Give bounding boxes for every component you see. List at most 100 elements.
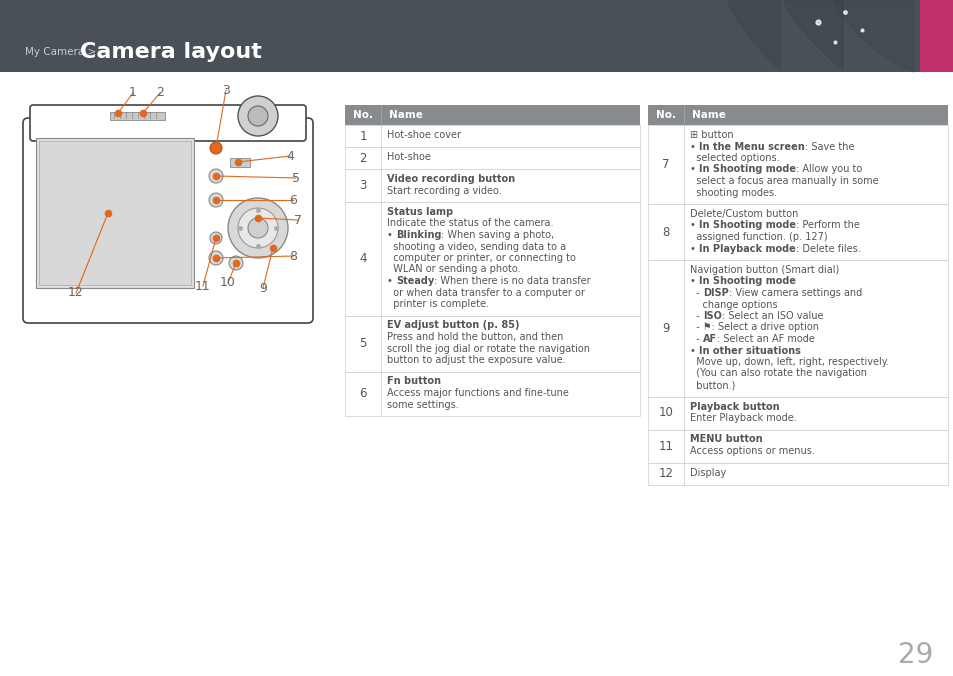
- Text: ISO: ISO: [702, 311, 721, 321]
- Circle shape: [209, 169, 223, 183]
- Text: No.: No.: [353, 110, 373, 120]
- Bar: [345, 316, 639, 372]
- Text: Name: Name: [389, 110, 422, 120]
- Text: Status lamp: Status lamp: [387, 207, 453, 217]
- Bar: [647, 397, 947, 429]
- Text: 2: 2: [156, 87, 164, 99]
- Text: 29: 29: [898, 641, 933, 669]
- Bar: [0, 0, 953, 72]
- Text: : Select an ISO value: : Select an ISO value: [721, 311, 822, 321]
- Text: Access major functions and fine-tune: Access major functions and fine-tune: [387, 388, 568, 398]
- Text: •: •: [689, 345, 699, 356]
- Text: 3: 3: [359, 179, 366, 192]
- Text: Display: Display: [689, 468, 725, 477]
- Text: •: •: [689, 243, 699, 254]
- Text: : Save the: : Save the: [804, 141, 853, 151]
- Bar: [647, 429, 947, 462]
- Text: assigned function. (p. 127): assigned function. (p. 127): [689, 232, 827, 242]
- Bar: [345, 105, 639, 125]
- Text: No.: No.: [656, 110, 676, 120]
- Text: - ⚑: Select a drive option: - ⚑: Select a drive option: [689, 322, 818, 333]
- Text: Hot-shoe: Hot-shoe: [387, 152, 431, 162]
- FancyBboxPatch shape: [23, 118, 313, 323]
- Text: 7: 7: [661, 158, 669, 171]
- Circle shape: [248, 218, 268, 238]
- Circle shape: [209, 193, 223, 207]
- Bar: [647, 204, 947, 260]
- Text: : When there is no data transfer: : When there is no data transfer: [434, 276, 590, 286]
- Text: 1: 1: [129, 87, 137, 99]
- Text: 9: 9: [259, 281, 267, 295]
- Text: Navigation button (Smart dial): Navigation button (Smart dial): [689, 265, 839, 275]
- Bar: [345, 202, 639, 316]
- Bar: [230, 158, 250, 167]
- Text: 10: 10: [658, 406, 673, 420]
- Text: printer is complete.: printer is complete.: [387, 299, 489, 309]
- Bar: [345, 372, 639, 416]
- Text: •: •: [387, 276, 395, 286]
- Text: 11: 11: [195, 279, 211, 293]
- Text: Move up, down, left, right, respectively.: Move up, down, left, right, respectively…: [689, 357, 888, 367]
- Text: Indicate the status of the camera.: Indicate the status of the camera.: [387, 218, 553, 228]
- Text: shooting a video, sending data to a: shooting a video, sending data to a: [387, 241, 565, 251]
- Text: 10: 10: [220, 276, 235, 289]
- Text: -: -: [689, 311, 702, 321]
- Text: 4: 4: [286, 149, 294, 162]
- Text: or when data transfer to a computer or: or when data transfer to a computer or: [387, 287, 584, 297]
- Text: •: •: [689, 276, 699, 287]
- Text: Playback button: Playback button: [689, 402, 779, 412]
- Circle shape: [237, 96, 277, 136]
- Text: 6: 6: [289, 193, 296, 206]
- Text: •: •: [689, 141, 699, 151]
- Text: 1: 1: [359, 130, 366, 143]
- Text: Enter Playback mode.: Enter Playback mode.: [689, 413, 796, 423]
- Text: 5: 5: [359, 337, 366, 350]
- Bar: [39, 141, 191, 285]
- Circle shape: [228, 198, 288, 258]
- Bar: [647, 125, 947, 204]
- Text: : When saving a photo,: : When saving a photo,: [441, 230, 554, 240]
- Text: : Delete files.: : Delete files.: [795, 243, 860, 254]
- Text: DISP: DISP: [702, 288, 728, 298]
- Text: Delete/Custom button: Delete/Custom button: [689, 209, 798, 219]
- Text: 4: 4: [359, 252, 366, 265]
- Circle shape: [248, 106, 268, 126]
- Text: Camera layout: Camera layout: [80, 42, 262, 62]
- Text: EV adjust button (p. 85): EV adjust button (p. 85): [387, 320, 519, 331]
- Text: Blinking: Blinking: [395, 230, 441, 240]
- Text: 8: 8: [289, 249, 296, 262]
- Bar: [36, 138, 193, 288]
- Text: Access options or menus.: Access options or menus.: [689, 446, 814, 456]
- Text: In Shooting mode: In Shooting mode: [699, 220, 795, 231]
- Text: 8: 8: [661, 226, 669, 239]
- Circle shape: [229, 256, 243, 270]
- Text: WLAN or sending a photo.: WLAN or sending a photo.: [387, 264, 520, 274]
- Bar: [345, 169, 639, 202]
- Text: 11: 11: [658, 439, 673, 452]
- Text: In other situations: In other situations: [699, 345, 800, 356]
- Circle shape: [237, 208, 277, 248]
- Text: : Select an AF mode: : Select an AF mode: [717, 334, 814, 344]
- Bar: [647, 105, 947, 125]
- Bar: [0, 72, 953, 676]
- Text: 12: 12: [658, 467, 673, 480]
- Text: 12: 12: [68, 287, 84, 299]
- Text: •: •: [387, 230, 395, 240]
- Text: button to adjust the exposure value.: button to adjust the exposure value.: [387, 355, 565, 365]
- Text: AF: AF: [702, 334, 717, 344]
- Text: Fn button: Fn button: [387, 377, 440, 387]
- Circle shape: [210, 232, 222, 244]
- Bar: [345, 125, 639, 147]
- Text: Start recording a video.: Start recording a video.: [387, 185, 501, 195]
- Text: scroll the jog dial or rotate the navigation: scroll the jog dial or rotate the naviga…: [387, 343, 589, 354]
- Bar: [647, 462, 947, 485]
- Text: -: -: [689, 288, 702, 298]
- Text: 7: 7: [294, 214, 302, 226]
- Text: : Allow you to: : Allow you to: [795, 164, 862, 174]
- Bar: [919, 0, 953, 72]
- Text: shooting modes.: shooting modes.: [689, 187, 777, 197]
- Circle shape: [209, 251, 223, 265]
- Text: ⊞ button: ⊞ button: [689, 130, 733, 140]
- Text: (You can also rotate the navigation: (You can also rotate the navigation: [689, 368, 866, 379]
- Text: 5: 5: [292, 172, 299, 185]
